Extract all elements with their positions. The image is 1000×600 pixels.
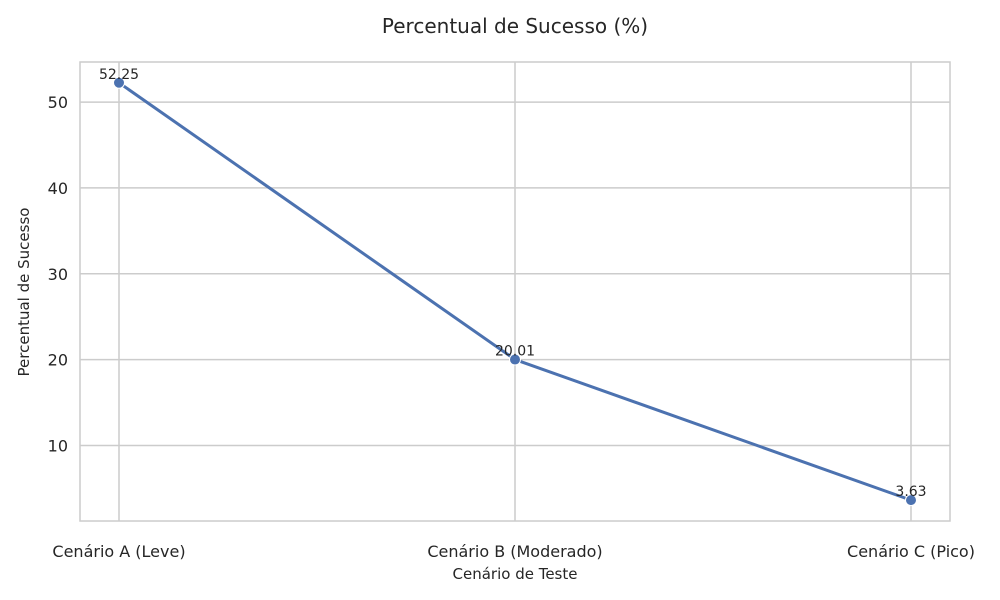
y-tick-label: 10 [48,436,68,455]
y-tick-label: 30 [48,265,68,284]
x-axis-label: Cenário de Teste [453,565,578,583]
chart-title: Percentual de Sucesso (%) [382,14,648,38]
series: 52.25 20.01 3.63 [99,67,927,507]
x-tick-label: Cenário B (Moderado) [427,542,602,561]
data-point [113,76,125,89]
plot-frame [79,61,951,522]
data-point [905,494,917,507]
x-tick-label: Cenário C (Pico) [847,542,975,561]
y-tick-label: 40 [48,179,68,198]
x-axis: Cenário A (Leve) Cenário B (Moderado) Cená… [52,542,975,561]
data-label: 52.25 [99,67,139,83]
data-label: 3.63 [895,484,926,500]
y-tick-label: 20 [48,351,68,370]
y-axis: 10 20 30 40 50 [48,93,68,455]
y-tick-label: 50 [48,93,68,112]
data-point [509,353,521,366]
y-axis-label: Percentual de Sucesso [15,208,33,377]
x-tick-label: Cenário A (Leve) [52,542,185,561]
grid [80,62,950,521]
data-label: 20.01 [495,344,535,360]
